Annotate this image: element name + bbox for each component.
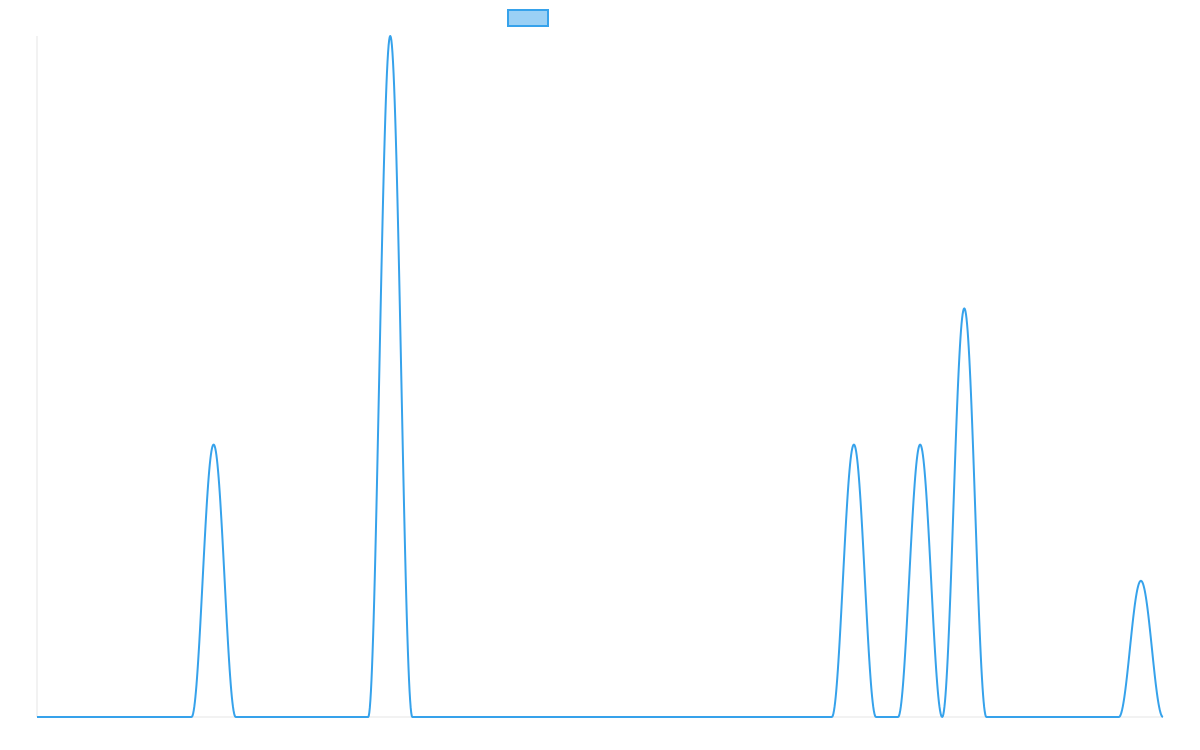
legend[interactable] xyxy=(507,9,549,27)
series-line-0[interactable] xyxy=(37,35,1164,718)
legend-swatch[interactable] xyxy=(507,9,549,27)
series-layer xyxy=(37,35,1164,718)
